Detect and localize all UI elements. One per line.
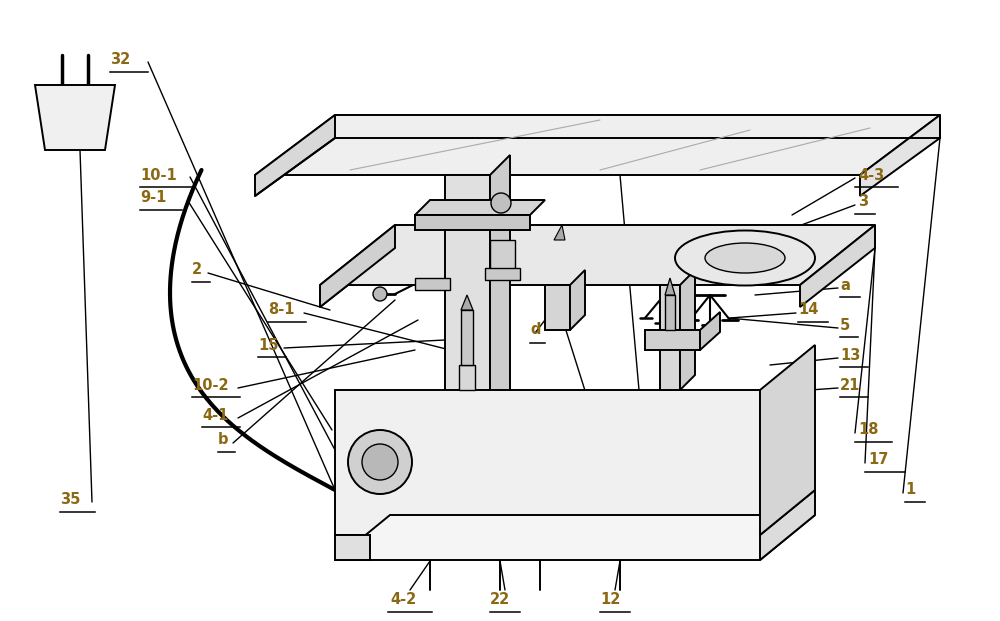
Text: 9-1: 9-1	[140, 191, 166, 206]
Text: 35: 35	[60, 492, 80, 507]
Circle shape	[491, 193, 511, 213]
Text: 5: 5	[840, 317, 850, 332]
Circle shape	[373, 287, 387, 301]
Polygon shape	[680, 270, 695, 390]
Polygon shape	[665, 295, 675, 330]
Polygon shape	[700, 312, 720, 350]
Text: 21: 21	[840, 378, 860, 392]
Text: d: d	[530, 322, 540, 337]
Polygon shape	[660, 285, 680, 390]
Polygon shape	[554, 225, 565, 240]
Polygon shape	[490, 240, 515, 270]
Text: 1: 1	[905, 483, 915, 497]
Polygon shape	[490, 155, 510, 530]
Polygon shape	[570, 270, 585, 330]
Text: 4-1: 4-1	[202, 407, 228, 422]
Polygon shape	[335, 515, 815, 560]
Text: 12: 12	[600, 592, 620, 607]
Polygon shape	[459, 365, 475, 390]
Polygon shape	[415, 278, 450, 290]
Polygon shape	[461, 310, 473, 365]
Text: 28: 28	[740, 248, 760, 263]
Text: 17: 17	[868, 453, 888, 468]
Circle shape	[362, 444, 398, 480]
Polygon shape	[445, 510, 510, 530]
Ellipse shape	[675, 230, 815, 286]
Text: 13: 13	[840, 348, 860, 363]
Polygon shape	[860, 115, 940, 196]
Polygon shape	[445, 175, 490, 530]
Text: 16: 16	[462, 522, 482, 538]
Text: 4-3: 4-3	[858, 168, 884, 183]
Polygon shape	[320, 225, 395, 307]
Polygon shape	[665, 278, 675, 295]
Polygon shape	[760, 490, 815, 560]
Text: 10-2: 10-2	[192, 378, 229, 392]
Text: a: a	[840, 278, 850, 292]
Text: 32: 32	[110, 53, 130, 68]
Text: 18: 18	[858, 422, 879, 438]
Text: 3: 3	[858, 194, 868, 209]
Polygon shape	[415, 215, 530, 230]
Polygon shape	[320, 225, 875, 285]
Text: 22: 22	[490, 592, 510, 607]
Polygon shape	[255, 115, 940, 175]
Polygon shape	[645, 330, 700, 350]
Polygon shape	[35, 85, 115, 150]
Polygon shape	[415, 200, 545, 215]
Polygon shape	[255, 115, 335, 196]
Polygon shape	[335, 390, 760, 535]
Polygon shape	[760, 345, 815, 535]
Text: 4-2: 4-2	[390, 592, 416, 607]
Polygon shape	[485, 268, 520, 280]
Polygon shape	[335, 535, 370, 560]
Polygon shape	[800, 225, 875, 307]
Text: 20: 20	[632, 483, 652, 497]
Text: 19: 19	[608, 501, 628, 515]
Text: b: b	[218, 432, 228, 448]
Circle shape	[348, 430, 412, 494]
Text: 2: 2	[192, 263, 202, 278]
Ellipse shape	[705, 243, 785, 273]
Text: 14: 14	[798, 302, 818, 317]
Text: 10-1: 10-1	[140, 168, 177, 183]
Polygon shape	[461, 295, 473, 310]
Text: 8-1: 8-1	[268, 302, 294, 317]
Polygon shape	[545, 285, 570, 330]
Text: 15: 15	[258, 337, 278, 353]
